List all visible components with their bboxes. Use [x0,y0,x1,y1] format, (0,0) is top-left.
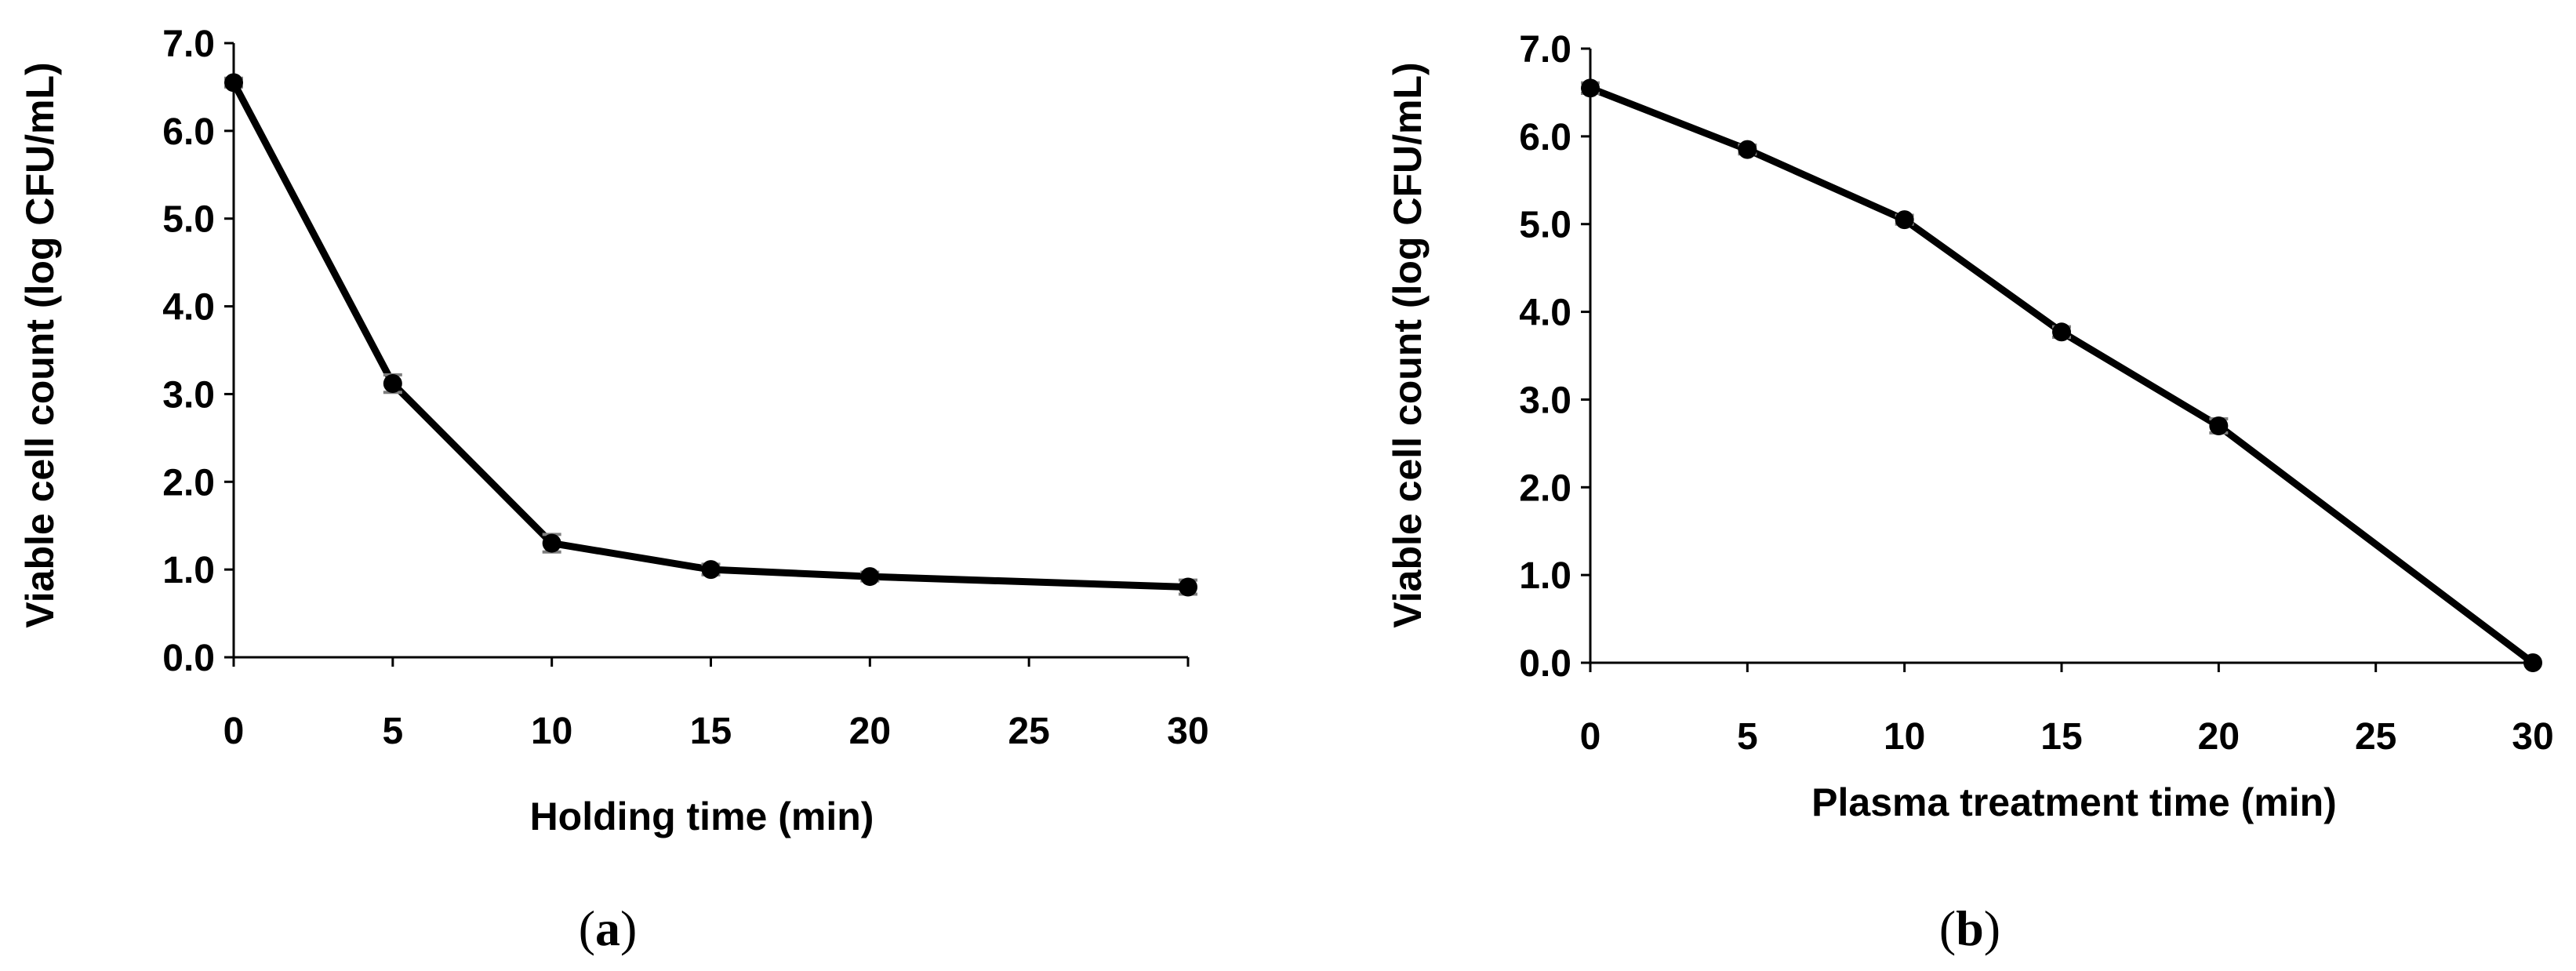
x-tick-label-b: 15 [2040,716,2082,758]
y-tick-label-a: 7.0 [162,24,215,65]
data-point-b [2052,322,2071,342]
panel-letter-b: b [1956,900,1984,956]
y-axis-title-b: Viable cell count (log CFU/mL) [1386,62,1430,627]
data-point-b [1895,210,1914,230]
data-point-a [224,73,243,93]
panel-letter-a: a [595,900,620,956]
x-tick-label-b: 30 [2512,716,2553,758]
y-tick-label-b: 7.0 [1519,29,1571,71]
y-tick-label-b: 5.0 [1519,205,1571,246]
y-tick-label-a: 1.0 [162,550,215,591]
y-tick-label-a: 0.0 [162,638,215,679]
data-point-a [383,374,402,394]
data-point-a [701,560,721,580]
series-line-b [1589,85,2535,666]
y-tick-label-a: 5.0 [162,199,215,241]
x-tick-label-b: 25 [2355,716,2396,758]
panel-label-a: (a) [579,900,638,956]
y-tick-label-a: 2.0 [162,462,215,504]
data-point-b [2523,653,2542,672]
x-tick-label-a: 10 [531,711,572,752]
y-tick-label-a: 6.0 [162,111,215,153]
y-tick-label-a: 3.0 [162,374,215,416]
x-axis-title-a: Holding time (min) [530,795,874,838]
x-tick-label-a: 15 [690,711,732,752]
x-axis-title-b: Plasma treatment time (min) [1811,780,2337,824]
x-tick-label-a: 25 [1008,711,1049,752]
data-point-a [1179,577,1197,597]
x-tick-label-a: 20 [849,711,891,752]
series-line-a [231,81,1189,591]
data-point-b [1738,140,1757,159]
x-tick-label-b: 5 [1737,716,1758,758]
y-tick-label-b: 2.0 [1519,467,1571,509]
x-tick-label-b: 20 [2198,716,2240,758]
panel-label-b: (b) [1939,900,2000,956]
data-point-a [860,567,880,587]
x-tick-label-b: 0 [1580,716,1601,758]
y-tick-label-b: 6.0 [1519,117,1571,158]
data-point-a [542,533,561,553]
plot-area-b: 0.0 1.0 2.0 3.0 4.0 5.0 6.0 7.0 0 5 10 15 20 25 30 [1519,29,2553,758]
x-tick-label-a: 30 [1167,711,1208,752]
x-tick-label-b: 10 [1884,716,1925,758]
panel-a: Viable cell count (log CFU/mL) Holding t… [18,24,1209,956]
x-tick-label-a: 0 [223,711,245,752]
y-tick-label-b: 3.0 [1519,380,1571,421]
y-axis-title-a: Viable cell count (log CFU/mL) [18,62,62,627]
x-tick-label-a: 5 [382,711,403,752]
y-tick-label-b: 1.0 [1519,555,1571,597]
data-point-b [1581,78,1600,98]
panel-b: Viable cell count (log CFU/mL) Plasma tr… [1386,29,2554,956]
y-tick-label-b: 4.0 [1519,293,1571,334]
y-tick-label-a: 4.0 [162,287,215,329]
y-tick-label-b: 0.0 [1519,643,1571,685]
data-point-b [2209,416,2229,435]
plot-area-a: 0.0 1.0 2.0 3.0 4.0 5.0 6.0 7.0 0 5 10 15 20 25 30 [162,24,1208,752]
